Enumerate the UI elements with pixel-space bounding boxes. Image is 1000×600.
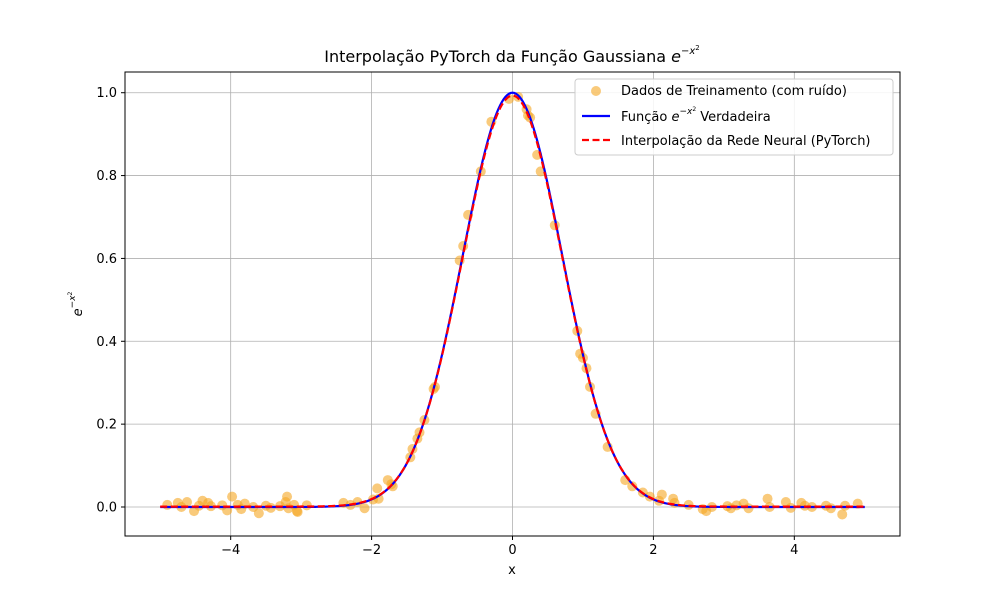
y-tick-label: 0.4 [96, 335, 117, 350]
scatter-point [227, 491, 238, 502]
x-tick-label: 2 [649, 543, 657, 558]
legend-box [574, 78, 894, 156]
x-axis: −4 −2 0 2 4 [221, 536, 798, 558]
y-tick-label: 0.2 [96, 418, 117, 433]
legend-label-nn-line: Interpolação da Rede Neural (PyTorch) [621, 134, 871, 149]
scatter-point [762, 493, 773, 504]
scatter-point [372, 483, 383, 494]
y-tick-label: 0.6 [96, 252, 117, 267]
legend-label-true-line: Função e−x2 Verdadeira [621, 106, 771, 125]
y-tick-label: 1.0 [96, 86, 117, 101]
x-tick-label: 4 [790, 543, 798, 558]
x-tick-label: 0 [508, 543, 516, 558]
scatter-point [292, 506, 303, 517]
y-axis-label: e−x2 [67, 291, 86, 316]
scatter-point [182, 497, 192, 508]
legend-label-scatter: Dados de Treinamento (com ruído) [621, 84, 847, 99]
chart-title: Interpolação PyTorch da Função Gaussiana… [324, 44, 699, 66]
scatter-point [253, 508, 264, 519]
scatter-point [825, 503, 836, 514]
scatter-point [627, 481, 638, 492]
scatter-point [282, 491, 293, 502]
legend-marker-scatter [591, 86, 601, 96]
scatter-point [162, 499, 173, 510]
scatter-point [359, 503, 370, 514]
scatter-point [656, 489, 667, 500]
neural-network-line [160, 94, 865, 508]
scatter-point [743, 503, 754, 514]
y-tick-label: 0.8 [96, 169, 117, 184]
scatter-point [840, 500, 851, 511]
scatter-point [837, 509, 848, 520]
legend: Dados de Treinamento (com ruído) Função … [574, 78, 894, 156]
scatter-point [387, 481, 398, 492]
x-axis-label: x [508, 563, 516, 578]
svg-text:e−x2: e−x2 [67, 291, 86, 316]
plot-area [160, 91, 865, 520]
y-tick-label: 0.0 [96, 501, 117, 516]
x-tick-label: −2 [362, 543, 381, 558]
scatter-point [301, 500, 312, 511]
x-tick-label: −4 [221, 543, 240, 558]
y-axis: 0.0 0.2 0.4 0.6 0.8 1.0 [96, 86, 125, 516]
